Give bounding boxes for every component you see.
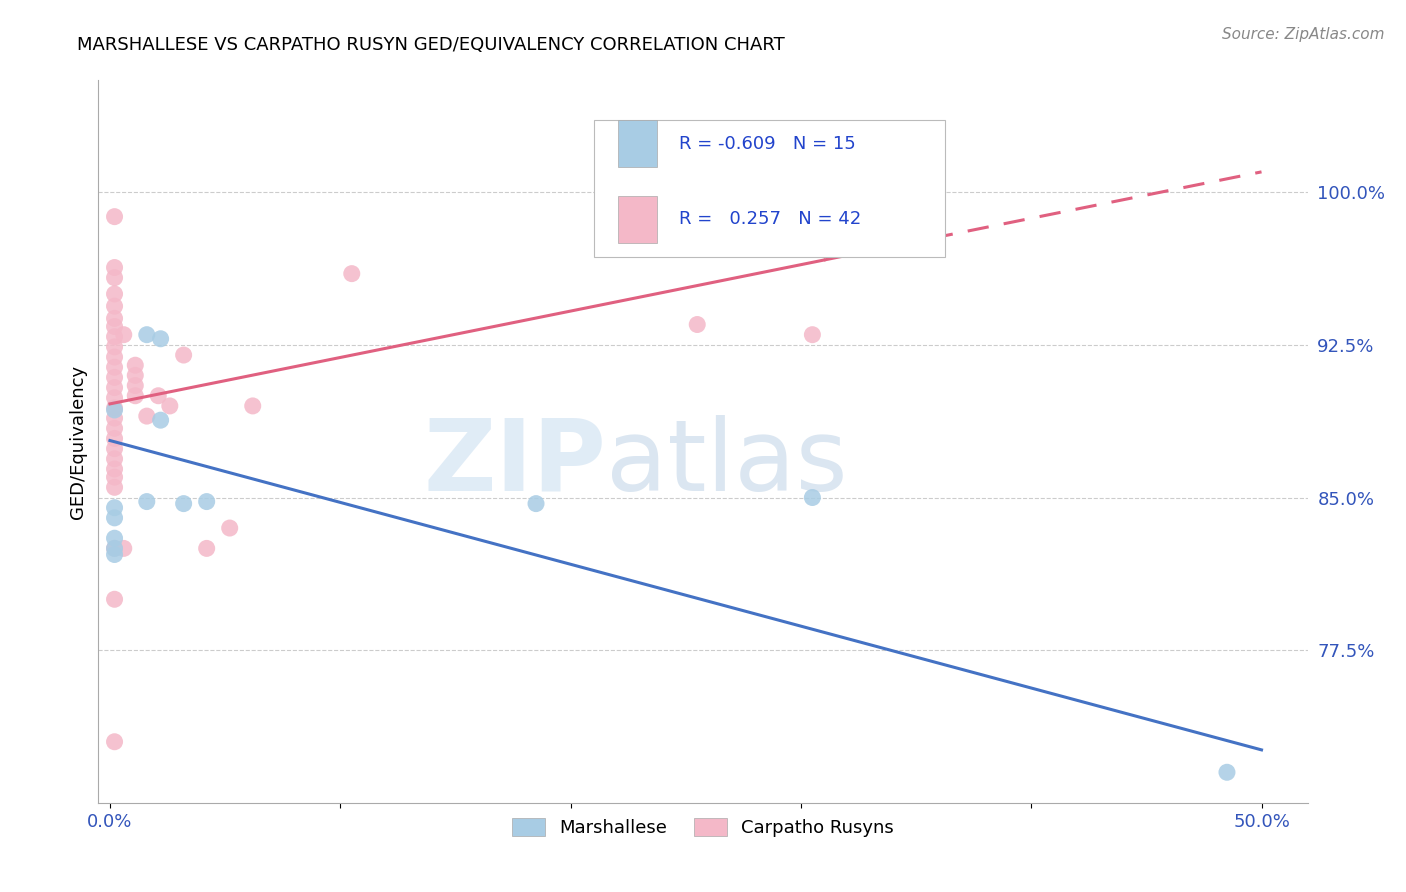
Point (103, 511, 125, 525)
Point (103, 451, 125, 466)
Text: Source: ZipAtlas.com: Source: ZipAtlas.com (1222, 27, 1385, 42)
Point (218, 521, 240, 535)
Point (103, 403, 125, 417)
Point (135, 409, 157, 423)
Point (103, 210, 125, 224)
Point (103, 531, 125, 545)
FancyBboxPatch shape (619, 120, 657, 167)
Point (103, 391, 125, 405)
Point (124, 368, 146, 383)
Point (801, 327, 824, 342)
Point (103, 541, 125, 556)
Point (103, 480, 125, 494)
Point (195, 541, 218, 556)
Point (103, 381, 125, 395)
Point (103, 548, 125, 562)
Point (103, 350, 125, 364)
Point (686, 318, 709, 332)
Point (103, 287, 125, 301)
Point (124, 389, 146, 403)
Point (103, 735, 125, 749)
Point (524, 497, 547, 511)
Point (242, 399, 264, 413)
Point (112, 327, 135, 342)
Point (103, 319, 125, 334)
Point (148, 389, 170, 403)
Legend: Marshallese, Carpatho Rusyns: Marshallese, Carpatho Rusyns (505, 811, 901, 845)
Point (801, 491, 824, 505)
Text: R = -0.609   N = 15: R = -0.609 N = 15 (679, 135, 856, 153)
Point (103, 462, 125, 476)
FancyBboxPatch shape (619, 196, 657, 243)
Point (173, 497, 195, 511)
Point (103, 360, 125, 375)
Point (103, 470, 125, 484)
Text: MARSHALLESE VS CARPATHO RUSYN GED/EQUIVALENCY CORRELATION CHART: MARSHALLESE VS CARPATHO RUSYN GED/EQUIVA… (77, 36, 785, 54)
Point (103, 370, 125, 384)
Point (103, 401, 125, 415)
Point (135, 494, 157, 508)
Text: atlas: atlas (606, 415, 848, 512)
Text: R =   0.257   N = 42: R = 0.257 N = 42 (679, 211, 860, 228)
Point (135, 327, 157, 342)
Point (103, 340, 125, 354)
Point (103, 500, 125, 515)
Point (112, 541, 135, 556)
Point (195, 494, 218, 508)
Point (149, 413, 172, 427)
Text: ZIP: ZIP (423, 415, 606, 512)
Point (103, 311, 125, 326)
Point (124, 358, 146, 372)
Point (103, 432, 125, 446)
Point (149, 332, 172, 346)
Y-axis label: GED/Equivalency: GED/Equivalency (69, 365, 87, 518)
Point (103, 411, 125, 425)
Point (340, 267, 363, 281)
Point (103, 421, 125, 435)
Point (103, 541, 125, 556)
Point (1216, 765, 1239, 780)
Point (103, 260, 125, 275)
Point (173, 348, 195, 362)
Point (124, 378, 146, 392)
Point (103, 442, 125, 456)
FancyBboxPatch shape (595, 120, 945, 257)
Point (159, 399, 181, 413)
Point (103, 270, 125, 285)
Point (103, 592, 125, 607)
Point (103, 329, 125, 343)
Point (103, 299, 125, 313)
